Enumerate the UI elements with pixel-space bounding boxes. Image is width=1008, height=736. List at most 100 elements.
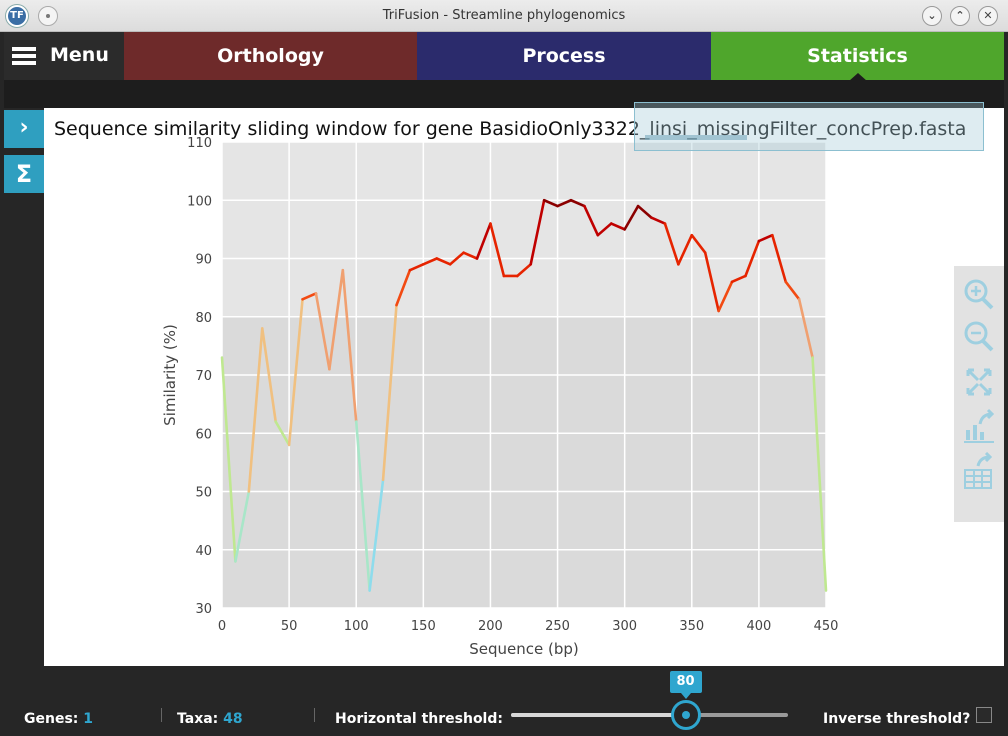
export-chart-icon[interactable]: [960, 406, 998, 446]
plot-title: Sequence similarity sliding window for g…: [54, 118, 967, 140]
series-segment: [757, 233, 774, 243]
series-segment: [596, 222, 613, 237]
series-segment: [811, 356, 828, 592]
series-segment: [422, 257, 439, 266]
y-tick-label: 60: [195, 427, 212, 442]
threshold-slider-handle[interactable]: [670, 700, 701, 730]
series-segment: [717, 280, 734, 313]
x-tick-label: 300: [612, 619, 637, 634]
series-segment: [462, 251, 479, 260]
sigma-icon: Σ: [15, 160, 33, 188]
chevron-right-icon: ›: [19, 115, 29, 140]
footer-divider: [161, 708, 162, 722]
series-segment: [609, 222, 626, 231]
series-segment: [274, 420, 291, 447]
close-button[interactable]: ✕: [978, 6, 998, 26]
series-segment: [703, 251, 720, 313]
genes-label: Genes:: [24, 711, 79, 727]
x-tick-label: 250: [545, 619, 570, 634]
statistics-summary-button[interactable]: Σ: [4, 155, 44, 193]
similarity-chart: 0 50 100 150 200 250 300 350 400 450 30 40 50 60 70 80 9…: [161, 136, 839, 658]
threshold-slider-fill: [511, 713, 686, 717]
series-segment: [368, 478, 385, 592]
x-tick-label: 350: [679, 619, 704, 634]
tab-process[interactable]: Process: [417, 32, 711, 80]
x-tick-label: 450: [814, 619, 839, 634]
genes-value: 1: [83, 711, 94, 727]
series-segment: [260, 327, 277, 423]
series-segment: [489, 222, 506, 278]
series-segment: [583, 204, 600, 237]
plot-toolbar: [954, 266, 1004, 522]
tab-orthology[interactable]: Orthology: [124, 32, 417, 80]
zoom-in-icon[interactable]: [960, 274, 998, 314]
threshold-value-bubble: 80: [669, 671, 702, 699]
series-segment: [636, 204, 653, 220]
y-tick-label: 70: [195, 369, 212, 384]
export-table-icon[interactable]: [960, 451, 998, 492]
y-tick-label: 50: [195, 486, 212, 501]
series-segment: [771, 233, 788, 284]
threshold-slider[interactable]: [511, 713, 788, 717]
series-segment: [797, 297, 814, 359]
zoom-out-icon[interactable]: [960, 316, 998, 356]
series-segment: [287, 297, 304, 447]
threshold-label: Horizontal threshold:: [335, 711, 503, 727]
series-segment: [435, 257, 452, 266]
series-segment: [663, 222, 680, 266]
plot-panel: 0 50 100 150 200 250 300 350 400 450 30 40 50 60 70 80 9…: [44, 102, 1004, 666]
status-footer: [0, 697, 1008, 736]
taxa-label: Taxa:: [177, 711, 219, 727]
x-tick-label: 100: [344, 619, 369, 634]
series-segment: [556, 198, 573, 208]
y-tick-label: 40: [195, 544, 212, 559]
content-header-band: [4, 80, 1004, 108]
series-segment: [569, 198, 586, 208]
inverse-threshold-label: Inverse threshold?: [823, 711, 971, 727]
menu-label: Menu: [50, 44, 109, 66]
title-bar: TF TriFusion - Streamline phylogenomics …: [0, 0, 1008, 32]
x-tick-label: 400: [746, 619, 771, 634]
series-segment: [730, 274, 747, 284]
maximize-button[interactable]: ⌃: [950, 6, 970, 26]
window-title: TriFusion - Streamline phylogenomics: [382, 8, 626, 23]
series-segment: [220, 356, 237, 563]
series-segment: [515, 263, 533, 278]
x-tick-label: 200: [478, 619, 503, 634]
fit-to-screen-icon[interactable]: [960, 362, 998, 402]
tab-statistics[interactable]: Statistics: [711, 32, 1004, 81]
series-segment: [529, 198, 546, 266]
inverse-threshold-checkbox[interactable]: [976, 707, 992, 723]
x-axis-label: Sequence (bp): [469, 640, 579, 658]
minimize-button[interactable]: ⌄: [922, 6, 942, 26]
series-segment: [247, 327, 264, 493]
series-segment: [784, 280, 801, 301]
series-segment: [475, 222, 492, 260]
series-segment: [408, 263, 425, 272]
window-menu-button[interactable]: [38, 6, 58, 26]
x-tick-label: 50: [281, 619, 298, 634]
series-segment: [677, 233, 694, 266]
hamburger-icon: [12, 47, 36, 65]
series-segment: [354, 420, 371, 592]
series-segment: [623, 204, 640, 231]
series-segment: [395, 268, 412, 307]
series-segment: [690, 233, 707, 254]
x-tick-label: 0: [218, 619, 226, 634]
genes-count: Genes: 1: [24, 711, 93, 727]
y-tick-label: 30: [195, 602, 212, 617]
series-segment: [328, 268, 345, 371]
series-segment: [448, 251, 465, 266]
menu-button[interactable]: Menu: [4, 32, 124, 80]
series-segment: [381, 303, 398, 482]
x-tick-label: 150: [411, 619, 436, 634]
series-segment: [314, 292, 331, 371]
y-tick-label: 110: [187, 136, 212, 151]
expand-panel-button[interactable]: ›: [4, 110, 44, 148]
series-segment: [234, 490, 251, 563]
y-tick-label: 100: [187, 194, 212, 209]
series-segment: [542, 198, 559, 208]
y-tick-label: 90: [195, 253, 212, 268]
series-segment: [650, 216, 667, 225]
